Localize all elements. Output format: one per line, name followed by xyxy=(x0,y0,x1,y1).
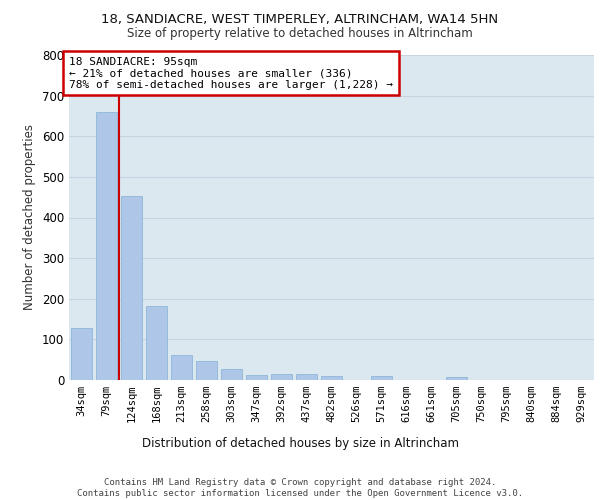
Bar xyxy=(221,368,242,380)
Bar xyxy=(196,361,217,380)
Text: Distribution of detached houses by size in Altrincham: Distribution of detached houses by size … xyxy=(142,438,458,450)
Y-axis label: Number of detached properties: Number of detached properties xyxy=(23,124,37,310)
Bar xyxy=(446,377,467,380)
Bar xyxy=(321,376,342,380)
Bar xyxy=(71,328,92,380)
Bar xyxy=(96,112,117,380)
Bar xyxy=(296,374,317,380)
Bar xyxy=(171,355,192,380)
Text: 18, SANDIACRE, WEST TIMPERLEY, ALTRINCHAM, WA14 5HN: 18, SANDIACRE, WEST TIMPERLEY, ALTRINCHA… xyxy=(101,12,499,26)
Text: 18 SANDIACRE: 95sqm
← 21% of detached houses are smaller (336)
78% of semi-detac: 18 SANDIACRE: 95sqm ← 21% of detached ho… xyxy=(69,56,393,90)
Bar xyxy=(246,375,267,380)
Bar xyxy=(271,374,292,380)
Text: Size of property relative to detached houses in Altrincham: Size of property relative to detached ho… xyxy=(127,28,473,40)
Bar xyxy=(121,196,142,380)
Text: Contains HM Land Registry data © Crown copyright and database right 2024.
Contai: Contains HM Land Registry data © Crown c… xyxy=(77,478,523,498)
Bar xyxy=(371,376,392,380)
Bar xyxy=(146,306,167,380)
